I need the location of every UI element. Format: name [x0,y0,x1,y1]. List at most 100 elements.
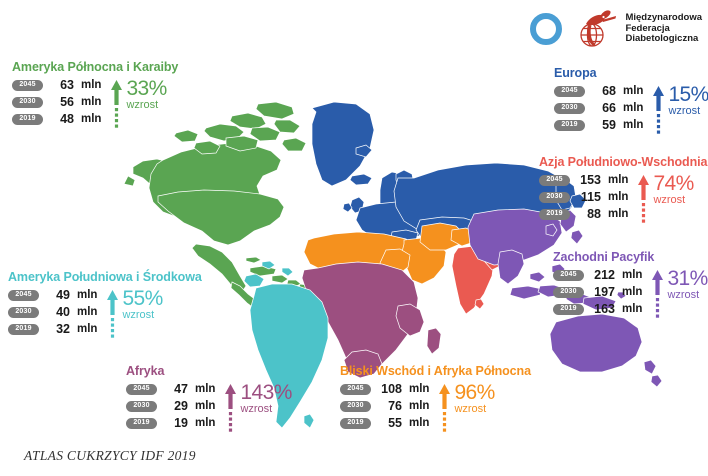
logo-line-1: Międzynarodowa [625,12,702,24]
stat-unit: mln [195,400,216,412]
stat-row: 2030 40 mln [8,305,97,319]
growth-label: wzrost [667,289,700,301]
map-region-south-east-asia [451,245,503,315]
year-badge: 2030 [554,102,585,114]
stat-row: 2030 115 mln [539,190,628,204]
stat-value: 108 [381,382,402,396]
stat-unit: mln [623,85,644,97]
growth-arrow-icon [438,383,451,435]
year-badge: 2019 [553,303,584,315]
stats-table-western-pacific: 2045 212 mln 2030 197 mln 2019 163 mln [553,268,642,316]
growth-arrow-icon [110,79,123,131]
stat-row: 2030 29 mln [126,399,215,413]
stat-unit: mln [622,286,643,298]
logo-line-3: Diabetologiczna [625,33,699,45]
stat-value: 163 [594,302,615,316]
growth-arrow-icon [224,383,237,435]
stats-table-africa: 2045 47 mln 2030 29 mln 2019 19 mln [126,382,215,430]
stat-unit: mln [608,191,629,203]
year-badge: 2045 [340,383,371,395]
stat-row: 2019 48 mln [12,112,101,126]
growth-label: wzrost [454,403,487,415]
region-block-africa: Afryka 2045 47 mln 2030 29 mln 2019 19 m… [126,364,292,435]
stat-unit: mln [622,303,643,315]
stat-value: 47 [174,382,188,396]
stat-row: 2030 76 mln [340,399,429,413]
idf-logo: Międzynarodowa Federacja Diabetologiczna [530,6,702,52]
logo-text: Międzynarodowa Federacja Diabetologiczna [625,13,702,45]
stat-unit: mln [195,383,216,395]
stats-table-europe: 2045 68 mln 2030 66 mln 2019 59 mln [554,84,643,132]
growth-label: wzrost [126,99,159,111]
stat-value: 153 [580,173,601,187]
region-title-south-america: Ameryka Południowa i Środkowa [8,270,202,284]
stat-unit: mln [409,417,430,429]
year-badge: 2030 [126,400,157,412]
year-badge: 2019 [126,417,157,429]
stat-row: 2045 108 mln [340,382,429,396]
stat-unit: mln [81,113,102,125]
stat-row: 2045 68 mln [554,84,643,98]
stat-value: 66 [602,101,616,115]
year-badge: 2030 [539,191,570,203]
stat-row: 2019 163 mln [553,302,642,316]
hummingbird-globe-icon [580,10,617,47]
growth-arrow-icon [651,269,664,321]
growth-arrow-icon [652,85,665,137]
growth-label: wzrost [668,105,701,117]
growth-percent: 96% [454,381,495,404]
stat-row: 2019 59 mln [554,118,643,132]
stat-row: 2045 47 mln [126,382,215,396]
year-badge: 2019 [12,113,43,125]
stat-value: 40 [56,305,70,319]
stat-value: 48 [60,112,74,126]
region-block-south-east-asia: Azja Południowo-Wschodnia 2045 153 mln 2… [539,155,707,226]
region-block-europe: Europa 2045 68 mln 2030 66 mln 2019 59 m… [554,66,708,137]
stat-unit: mln [409,383,430,395]
year-badge: 2019 [539,208,570,220]
year-badge: 2030 [553,286,584,298]
year-badge: 2045 [554,85,585,97]
stat-unit: mln [81,96,102,108]
region-title-western-pacific: Zachodni Pacyfik [553,250,655,264]
stat-value: 115 [580,190,601,204]
growth-label: wzrost [122,309,155,321]
stat-row: 2045 212 mln [553,268,642,282]
stat-unit: mln [77,323,98,335]
stat-value: 88 [587,207,601,221]
stat-value: 197 [594,285,615,299]
region-block-south-america: Ameryka Południowa i Środkowa 2045 49 ml… [8,270,202,341]
growth-percent: 15% [668,83,708,106]
region-title-europe: Europa [554,66,597,80]
region-block-western-pacific: Zachodni Pacyfik 2045 212 mln 2030 197 m… [553,250,708,321]
stat-unit: mln [623,102,644,114]
stat-row: 2045 153 mln [539,173,628,187]
stats-table-south-east-asia: 2045 153 mln 2030 115 mln 2019 88 mln [539,173,628,221]
growth-percent: 33% [126,77,167,100]
blue-ring-icon [530,13,563,45]
stat-value: 59 [602,118,616,132]
stat-unit: mln [608,208,629,220]
stat-value: 68 [602,84,616,98]
year-badge: 2045 [126,383,157,395]
region-title-middle-east: Bliski Wschód i Afryka Północna [340,364,531,378]
year-badge: 2030 [8,306,39,318]
year-badge: 2019 [340,417,371,429]
stat-value: 63 [60,78,74,92]
year-badge: 2019 [8,323,39,335]
stat-value: 55 [388,416,402,430]
stat-row: 2019 19 mln [126,416,215,430]
growth-arrow-icon [106,289,119,341]
stat-row: 2030 197 mln [553,285,642,299]
map-region-africa [301,261,442,379]
stat-row: 2030 66 mln [554,101,643,115]
stat-row: 2030 56 mln [12,95,101,109]
region-title-south-east-asia: Azja Południowo-Wschodnia [539,155,708,169]
stat-value: 29 [174,399,188,413]
stat-value: 56 [60,95,74,109]
region-title-africa: Afryka [126,364,165,378]
growth-percent: 31% [667,267,708,290]
year-badge: 2045 [12,79,43,91]
stats-table-north-america: 2045 63 mln 2030 56 mln 2019 48 mln [12,78,101,126]
region-title-north-america: Ameryka Północna i Karaiby [12,60,179,74]
